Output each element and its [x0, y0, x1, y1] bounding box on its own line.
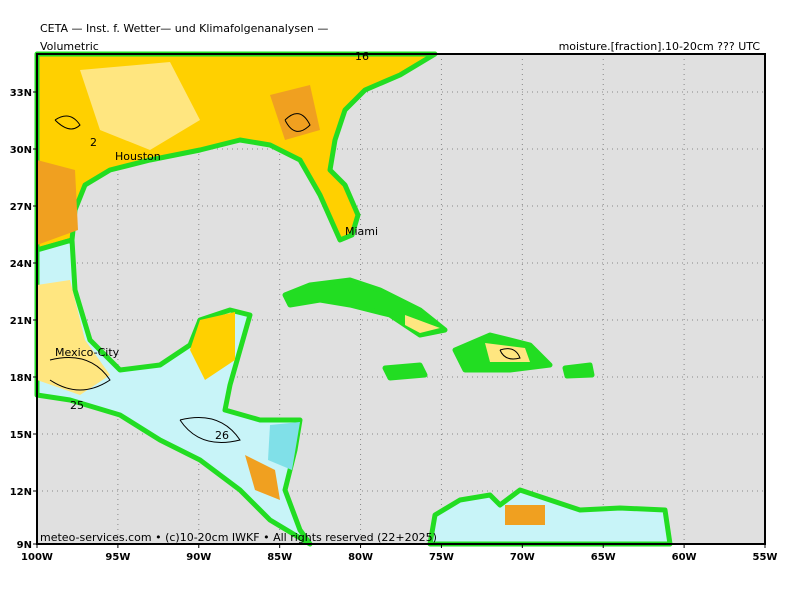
usa-light — [80, 62, 200, 150]
lat-label: 33N — [10, 88, 32, 99]
cuba-east — [405, 315, 440, 333]
place-label: Mexico-City — [55, 346, 120, 359]
place-label: Houston — [115, 150, 161, 163]
nicaragua — [245, 455, 280, 500]
puerto-rico — [562, 362, 595, 379]
lon-label: 100W — [21, 552, 53, 563]
contour — [49, 113, 521, 443]
hispaniola-light — [485, 343, 530, 362]
usa-dry — [37, 160, 78, 245]
lat-label: 18N — [10, 373, 32, 384]
lat-label: 15N — [10, 430, 32, 441]
lon-label: 55W — [753, 552, 778, 563]
contour-label: 16 — [355, 50, 369, 63]
frame — [36, 53, 766, 545]
variable-name: moisture.[fraction].10-20cm ??? UTC — [559, 40, 761, 53]
yucatan — [190, 312, 235, 380]
lat-label: 21N — [10, 316, 32, 327]
field-name: Volumetric — [40, 40, 99, 53]
usa-dry2 — [270, 85, 320, 140]
lon-label: 90W — [186, 552, 211, 563]
south-america — [427, 487, 673, 547]
footer: meteo-services.com • (c)10-20cm IWKF • A… — [40, 531, 437, 544]
header-title: CETA — Inst. f. Wetter— und Klimafolgena… — [40, 22, 328, 35]
contour-label: 25 — [70, 399, 84, 412]
lat-label: 24N — [10, 259, 32, 270]
land — [34, 51, 673, 547]
lon-label: 95W — [105, 552, 130, 563]
honduras — [268, 422, 300, 470]
lon-label: 85W — [267, 552, 292, 563]
lon-label: 70W — [510, 552, 535, 563]
lat-label: 12N — [10, 487, 32, 498]
place-label: Miami — [345, 225, 378, 238]
lon-label: 80W — [348, 552, 373, 563]
contour-label: 2 — [90, 136, 97, 149]
venezuela-dry — [505, 505, 545, 525]
jamaica — [382, 362, 428, 381]
mexico-light — [37, 280, 110, 395]
contour-label: 26 — [215, 429, 229, 442]
lat-label: 9N — [17, 540, 32, 551]
lon-label: 75W — [429, 552, 454, 563]
lat-label: 27N — [10, 202, 32, 213]
lon-label: 65W — [591, 552, 616, 563]
lat-label: 30N — [10, 145, 32, 156]
lon-label: 60W — [672, 552, 697, 563]
mexico — [34, 237, 313, 547]
